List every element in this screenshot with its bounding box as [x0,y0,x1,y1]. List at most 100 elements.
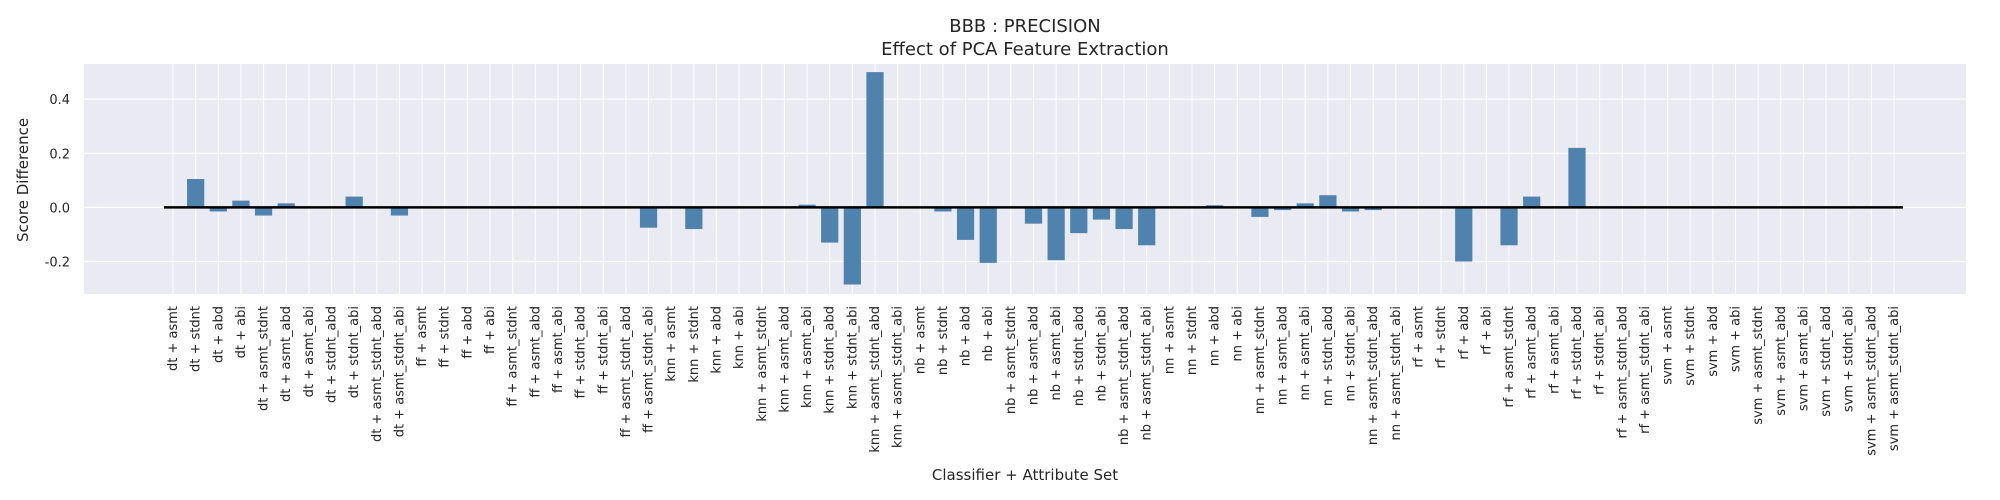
x-tick-label: knn + abd [709,306,724,374]
x-tick-label: nb + abi [981,306,996,361]
x-tick-label: ff + asmt_abi [551,306,566,393]
x-tick-label: dt + stdnt [189,306,204,372]
x-tick-label: ff + asmt_stdnt [506,306,521,407]
x-tick-label: knn + stdnt_abd [823,306,838,414]
x-tick-label: svm + asmt_stdnt [1751,306,1766,425]
x-tick-label: ff + asmt [415,306,430,367]
bar [209,207,227,212]
bar [866,72,884,208]
x-tick-label: rf + asmt_stdnt_abd [1615,306,1630,439]
x-tick-label: svm + asmt [1661,306,1676,385]
bar [277,203,295,208]
x-tick-label: svm + abi [1728,306,1743,372]
x-tick-label: nn + asmt_stdnt_abi [1389,306,1404,440]
x-tick-label: dt + asmt [166,306,181,371]
x-tick-label: knn + stdnt [687,306,702,383]
x-tick-label: nn + abd [1208,306,1223,366]
x-tick-label: rf + stdnt [1434,306,1449,369]
x-tick-label: nn + abi [1230,306,1245,361]
bar [1047,207,1065,261]
x-tick-label: dt + asmt_abd [279,306,294,402]
y-axis-ticks: -0.2 0.0 0.2 0.4 [45,93,70,270]
x-tick-label: rf + abd [1457,306,1472,360]
x-tick-label: rf + asmt [1411,306,1426,368]
bar [1341,207,1360,212]
x-tick-label: svm + stdnt_abi [1842,306,1857,412]
bar [1070,207,1088,234]
bar [390,207,409,216]
x-tick-label: svm + asmt_stdnt_abd [1864,306,1879,456]
x-tick-label: svm + asmt_abd [1774,306,1789,416]
x-tick-label: knn + asmt_stdnt [755,306,770,422]
x-tick-label: dt + asmt_abi [302,306,317,397]
x-tick-label: ff + stdnt_abi [596,306,611,394]
bar [639,207,658,228]
x-axis-label: Classifier + Attribute Set [932,466,1118,484]
x-tick-label: knn + asmt_abd [777,306,792,413]
x-tick-label: rf + asmt_abd [1525,306,1540,399]
x-tick-label: ff + asmt_stdnt_abi [642,306,657,433]
x-tick-label: rf + asmt_abi [1547,306,1562,394]
x-tick-label: nn + asmt_stdnt [1253,306,1268,414]
bar [1296,203,1314,208]
x-tick-label: knn + abi [732,306,747,369]
y-tick-label: 0.4 [49,93,70,108]
x-tick-label: nn + asmt [1162,306,1177,374]
bar [254,207,273,216]
bar [1138,207,1156,246]
x-tick-label: nn + stdnt [1185,306,1200,375]
y-tick-label: 0.0 [49,201,70,216]
bar [1568,147,1586,208]
x-tick-label: nb + abd [959,306,974,366]
bar [1251,207,1269,217]
x-tick-label: knn + stdnt_abi [845,306,860,409]
x-tick-label: svm + stdnt [1683,306,1698,386]
x-tick-label: nn + asmt_abi [1298,306,1313,400]
x-tick-label: nb + stdnt_abi [1094,306,1109,401]
x-tick-label: ff + asmt_abd [528,306,543,398]
x-tick-label: ff + abi [483,306,498,354]
x-tick-label: rf + stdnt_abd [1570,306,1585,400]
bar [187,179,205,208]
bar [1092,207,1111,220]
x-tick-label: rf + asmt_stdnt [1502,306,1517,408]
x-tick-label: knn + asmt [664,306,679,382]
x-tick-label: nn + stdnt_abi [1344,306,1359,401]
x-tick-label: nb + asmt_stdnt [1004,306,1019,414]
x-tick-label: rf + stdnt_abi [1593,306,1608,395]
bar [1024,207,1043,224]
x-tick-label: knn + asmt_abi [800,306,815,408]
x-tick-label: nb + asmt [913,306,928,374]
x-tick-label: dt + asmt_stdnt_abi [392,306,407,437]
bar [821,207,839,243]
x-tick-label: rf + asmt_stdnt_abi [1638,306,1653,434]
bar [685,207,703,230]
chart-subtitle: Effect of PCA Feature Extraction [881,39,1169,60]
x-tick-label: svm + asmt_stdnt_abi [1887,306,1902,451]
x-tick-label: nb + asmt_abd [1027,306,1042,405]
bars [187,72,1586,285]
x-tick-label: nb + stdnt_abd [1072,306,1087,406]
x-tick-label: ff + stdnt [438,306,453,368]
x-tick-label: dt + asmt_stdnt_abd [370,306,385,442]
bar [1364,207,1382,211]
x-tick-label: svm + stdnt_abd [1819,306,1834,417]
grid-lines [84,64,1966,294]
x-tick-label: knn + asmt_stdnt_abd [868,306,883,453]
bar [1500,207,1518,246]
x-tick-label: dt + stdnt_abi [347,306,362,398]
x-tick-label: dt + stdnt_abd [325,306,340,403]
y-tick-label: 0.2 [49,147,70,162]
bar [1523,196,1541,208]
x-tick-label: dt + asmt_stdnt [257,306,272,411]
x-tick-label: rf + abi [1479,306,1494,355]
x-axis-ticks: dt + asmt dt + stdnt dt + abd dt + abi dt + … [166,306,1902,456]
x-tick-label: svm + abd [1706,306,1721,377]
bar [798,204,816,208]
x-tick-label: knn + asmt_stdnt_abi [891,306,906,448]
x-tick-label: ff + abd [460,306,475,359]
x-tick-label: nb + stdnt [936,306,951,375]
x-tick-label: nb + asmt_stdnt_abi [1140,306,1155,440]
bar [956,207,975,240]
x-tick-label: dt + abi [234,306,249,358]
